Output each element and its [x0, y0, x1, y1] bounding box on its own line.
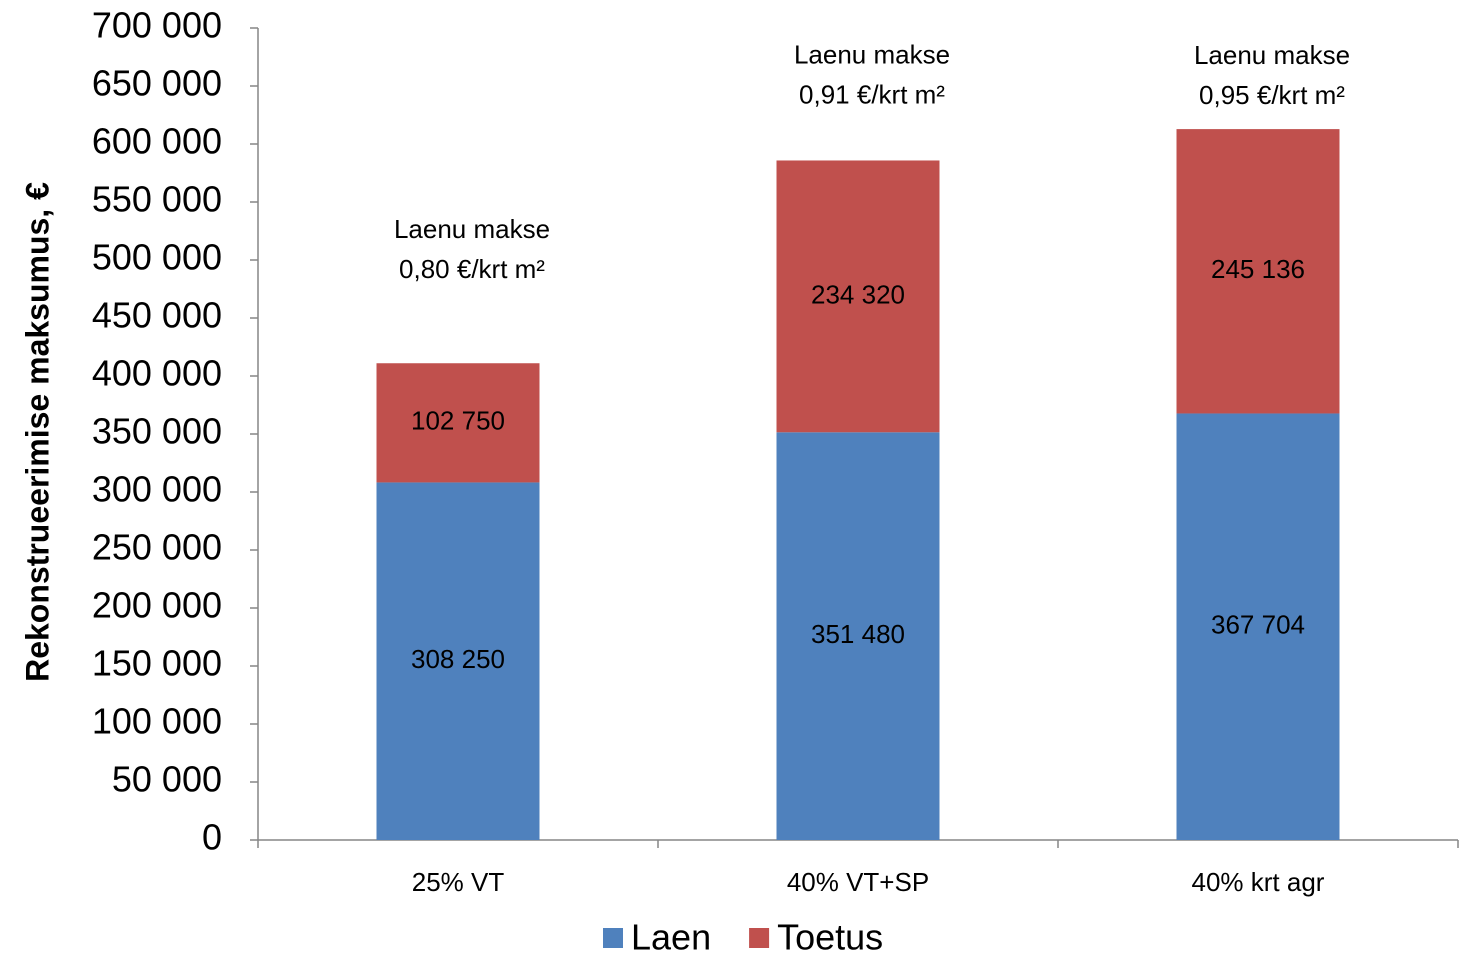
- y-tick-label: 150 000: [92, 643, 222, 684]
- legend-swatch: [603, 928, 623, 948]
- annotation: Laenu makse: [1194, 40, 1350, 70]
- annotation: 0,91 €/krt m²: [799, 79, 945, 109]
- x-tick-label: 25% VT: [412, 867, 505, 897]
- annotation: 0,80 €/krt m²: [399, 254, 545, 284]
- bar-segment: [376, 482, 540, 840]
- bar-segment: [1176, 413, 1340, 840]
- value-label: 102 750: [411, 406, 505, 436]
- y-axis-title: Rekonstrueerimise maksumus, €: [19, 182, 55, 682]
- annotation: 0,95 €/krt m²: [1199, 80, 1345, 110]
- value-label: 367 704: [1211, 610, 1305, 640]
- x-tick-label: 40% krt agr: [1192, 867, 1325, 897]
- y-tick-label: 0: [202, 817, 222, 858]
- legend-swatch: [749, 928, 770, 948]
- y-tick-label: 700 000: [92, 5, 222, 46]
- y-tick-label: 200 000: [92, 585, 222, 626]
- value-label: 245 136: [1211, 254, 1305, 284]
- y-tick-label: 600 000: [92, 121, 222, 162]
- y-tick-label: 650 000: [92, 63, 222, 104]
- legend-label: Laen: [631, 917, 711, 955]
- y-tick-label: 500 000: [92, 237, 222, 278]
- value-label: 234 320: [811, 279, 905, 309]
- y-tick-label: 400 000: [92, 353, 222, 394]
- y-tick-label: 350 000: [92, 411, 222, 452]
- annotation: Laenu makse: [794, 39, 950, 69]
- y-tick-label: 250 000: [92, 527, 222, 568]
- y-tick-label: 550 000: [92, 179, 222, 220]
- value-label: 351 480: [811, 619, 905, 649]
- x-tick-label: 40% VT+SP: [787, 867, 929, 897]
- annotation: Laenu makse: [394, 214, 550, 244]
- y-tick-label: 100 000: [92, 701, 222, 742]
- bar-segment: [1176, 129, 1340, 414]
- bar-segment: [776, 160, 940, 433]
- bar-segment: [376, 363, 540, 483]
- legend-label: Toetus: [777, 917, 883, 955]
- bar-segment: [776, 432, 940, 840]
- y-tick-label: 300 000: [92, 469, 222, 510]
- value-label: 308 250: [411, 644, 505, 674]
- y-tick-label: 450 000: [92, 295, 222, 336]
- y-tick-label: 50 000: [112, 759, 222, 800]
